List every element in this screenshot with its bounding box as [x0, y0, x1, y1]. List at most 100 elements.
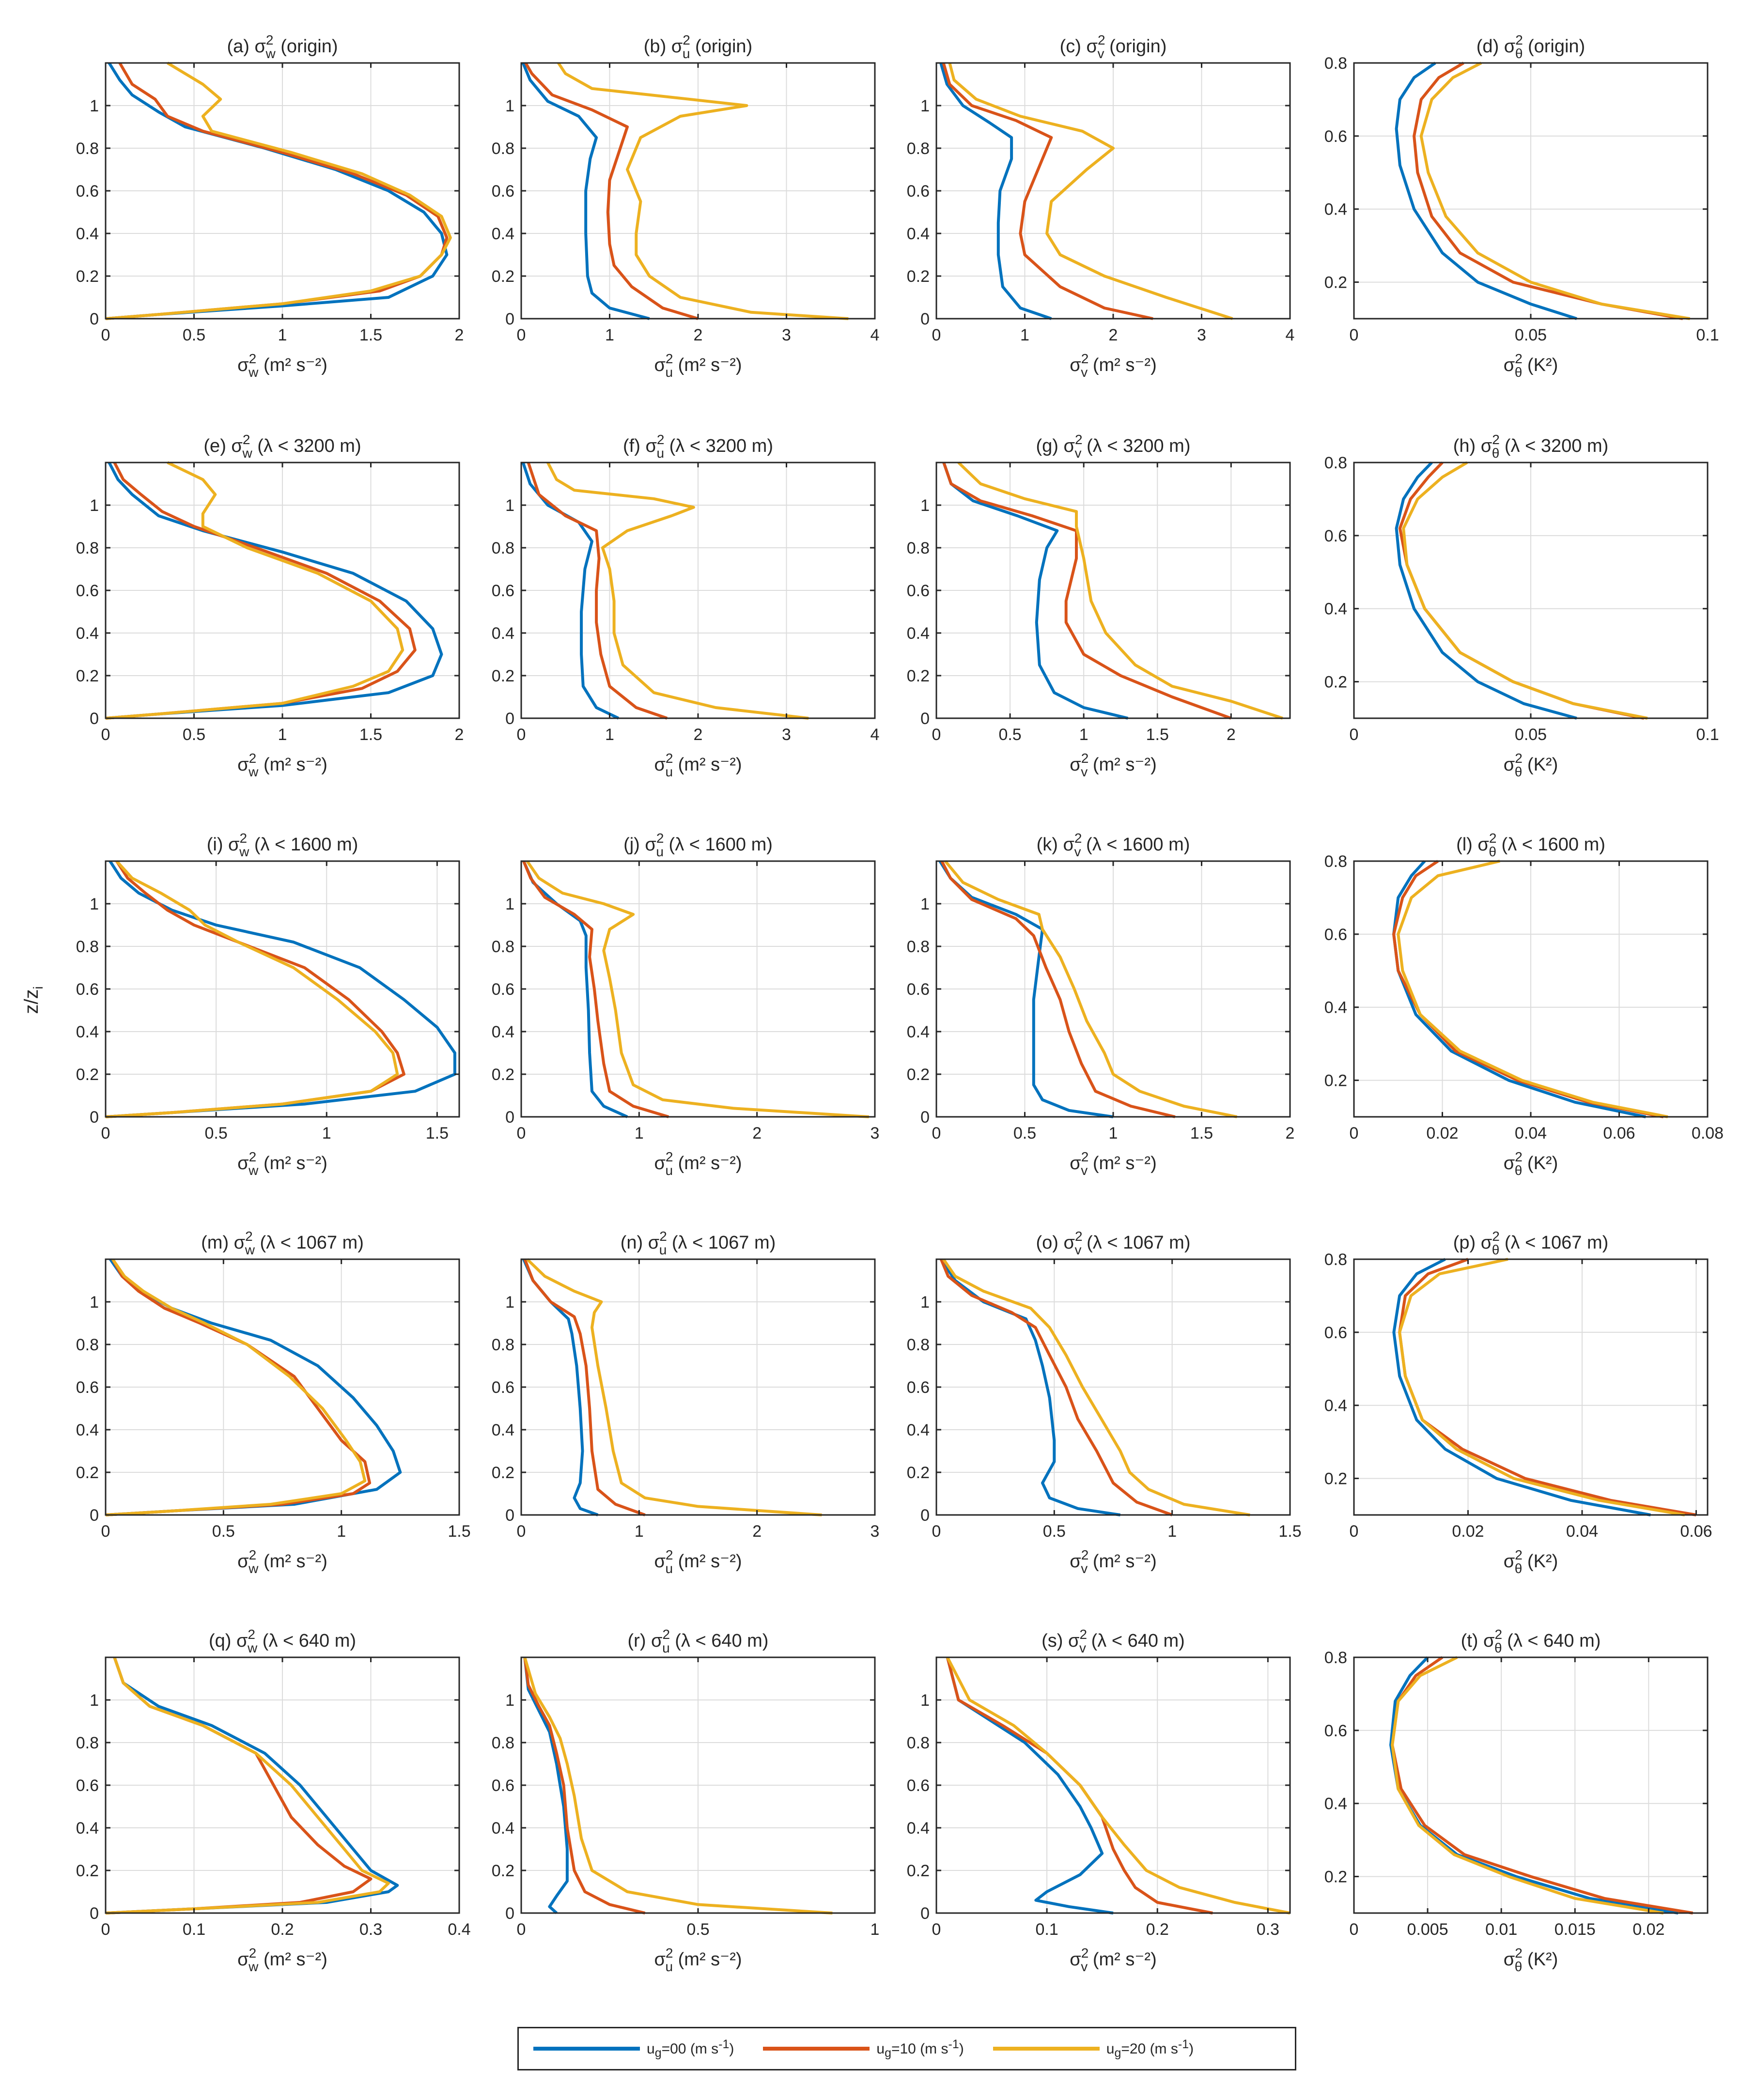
tick-label-x: 1.5: [1278, 1522, 1301, 1541]
tick-label-x: 0: [517, 726, 526, 744]
series-line-ug=10: [524, 62, 699, 320]
tick-label-y: 0.6: [492, 1776, 514, 1795]
tick-label-y: 0.6: [76, 1378, 99, 1397]
tick-label-x: 0.005: [1407, 1920, 1448, 1939]
tick-label-y: 1: [920, 895, 930, 913]
tick-label-y: 0.6: [907, 1378, 930, 1397]
tick-label-y: 0.6: [1324, 1324, 1347, 1342]
panel-title: (n) σ2 u (λ < 1067 m): [621, 1229, 776, 1257]
tick-label-y: 0.2: [907, 1065, 930, 1084]
tick-label-x: 0.05: [1515, 726, 1547, 744]
tick-label-y: 0.4: [1324, 600, 1347, 618]
tick-label-y: 0: [505, 1506, 514, 1525]
tick-label-x: 0.5: [212, 1522, 235, 1541]
panel-l: 0 0.02 0.04 0.06 0.08 0.2 0.4 0.6 0.8 (l) σ2 θ (λ …: [1324, 831, 1724, 1178]
tick-label-x: 2: [752, 1124, 762, 1143]
tick-label-x: 2: [752, 1522, 762, 1541]
tick-label-y: 0.2: [1324, 673, 1347, 692]
series-line-ug=20: [1391, 1656, 1664, 1915]
tick-label-y: 1: [505, 496, 514, 515]
tick-label-y: 0.6: [76, 182, 99, 201]
tick-label-y: 0.2: [1324, 1868, 1347, 1886]
tick-label-y: 0.4: [492, 1819, 514, 1838]
tick-label-y: 0.6: [76, 980, 99, 999]
tick-label-y: 0.4: [492, 225, 514, 243]
panel-p: 0 0.02 0.04 0.06 0.2 0.4 0.6 0.8 (p) σ2 θ (λ < 10…: [1324, 1229, 1712, 1576]
panel-title: (p) σ2 θ (λ < 1067 m): [1453, 1229, 1609, 1257]
tick-label-x: 2: [694, 326, 703, 344]
tick-label-y: 0: [90, 310, 99, 328]
tick-label-x: 0.5: [183, 326, 205, 344]
tick-label-x: 0: [932, 1124, 941, 1143]
series-line-ug=20: [105, 860, 399, 1118]
tick-label-x: 0: [101, 1124, 110, 1143]
legend-swatch: [533, 2047, 640, 2051]
tick-label-y: 0: [505, 710, 514, 728]
panel-s: 0 0.1 0.2 0.3 0 0.2 0.4 0.6 0.8 1 (s) σ2 v (λ < 640…: [907, 1627, 1291, 1974]
tick-label-x: 0.1: [1696, 326, 1719, 344]
tick-label-y: 0.4: [907, 225, 930, 243]
axis-xlabel: σ2 u (m² s⁻²): [654, 1547, 742, 1576]
tick-label-x: 1.5: [359, 726, 382, 744]
tick-label-x: 0.1: [183, 1920, 205, 1939]
tick-label-y: 0.8: [492, 1336, 514, 1354]
tick-label-x: 0.02: [1452, 1522, 1484, 1541]
tick-label-x: 1: [322, 1124, 331, 1143]
panel-title: (s) σ2 v (λ < 640 m): [1041, 1627, 1185, 1655]
plot-area: [1354, 1259, 1708, 1515]
panel-title: (l) σ2 θ (λ < 1600 m): [1456, 831, 1605, 859]
series-line-ug=20: [105, 1657, 390, 1915]
tick-label-y: 0.2: [1324, 1072, 1347, 1090]
axis-xlabel: σ2 θ (K²): [1504, 1149, 1558, 1178]
series-line-ug=00: [522, 860, 628, 1118]
tick-label-y: 0.6: [492, 980, 514, 999]
panel-title: (q) σ2 w (λ < 640 m): [209, 1627, 356, 1655]
series-line-ug=20: [523, 1657, 833, 1915]
tick-label-y: 0.2: [492, 267, 514, 286]
tick-label-y: 1: [505, 1293, 514, 1312]
tick-label-y: 0: [505, 1904, 514, 1923]
axis-xlabel: σ2 v (m² s⁻²): [1070, 351, 1156, 380]
tick-label-x: 0.06: [1603, 1124, 1635, 1143]
shared-ylabel: z/zi: [21, 986, 46, 1014]
panel-title: (k) σ2 v (λ < 1600 m): [1037, 831, 1190, 859]
series-line-ug=00: [939, 62, 1052, 320]
tick-label-x: 2: [1227, 726, 1236, 744]
tick-label-x: 1.5: [1190, 1124, 1213, 1143]
tick-label-x: 0.1: [1696, 726, 1719, 744]
axis-xlabel: σ2 w (m² s⁻²): [237, 1149, 327, 1178]
tick-label-y: 0.8: [492, 938, 514, 956]
series-line-ug=00: [1395, 461, 1577, 720]
tick-label-x: 2: [1109, 326, 1118, 344]
series-line-ug=20: [105, 1258, 367, 1516]
tick-label-y: 0.6: [1324, 127, 1347, 146]
tick-label-y: 0.4: [907, 1819, 930, 1838]
tick-label-x: 0.5: [1013, 1124, 1036, 1143]
tick-label-y: 0.2: [907, 1464, 930, 1482]
tick-label-x: 0: [101, 1920, 110, 1939]
tick-label-x: 0: [932, 1522, 941, 1541]
tick-label-y: 0.8: [907, 1734, 930, 1752]
tick-label-y: 0: [505, 310, 514, 328]
tick-label-x: 2: [694, 726, 703, 744]
panel-o: 0 0.5 1 1.5 0 0.2 0.4 0.6 0.8 1 (o) σ2 v (λ < 1067 …: [907, 1229, 1302, 1576]
tick-label-y: 0.4: [76, 1819, 99, 1838]
series-line-ug=00: [521, 62, 650, 320]
tick-label-y: 0: [90, 710, 99, 728]
series-line-ug=10: [940, 860, 1176, 1118]
tick-label-y: 0.4: [1324, 201, 1347, 219]
panel-e: 0 0.5 1 1.5 2 0 0.2 0.4 0.6 0.8 1 (e) σ2 w (λ < 3200…: [76, 432, 464, 779]
tick-label-y: 0.8: [76, 539, 99, 557]
tick-label-x: 2: [1286, 1124, 1295, 1143]
tick-label-x: 0: [932, 1920, 941, 1939]
tick-label-y: 0.8: [907, 938, 930, 956]
series-line-ug=00: [105, 62, 449, 320]
tick-label-x: 1: [870, 1920, 880, 1939]
tick-label-y: 0.2: [76, 1464, 99, 1482]
axis-xlabel: σ2 v (m² s⁻²): [1070, 1149, 1156, 1178]
series-line-ug=00: [942, 462, 1129, 720]
tick-label-y: 0.6: [1324, 926, 1347, 944]
panel-title: (a) σ2 w (origin): [227, 32, 338, 61]
tick-label-x: 0.5: [183, 726, 205, 744]
axis-xlabel: σ2 u (m² s⁻²): [654, 1946, 742, 1974]
